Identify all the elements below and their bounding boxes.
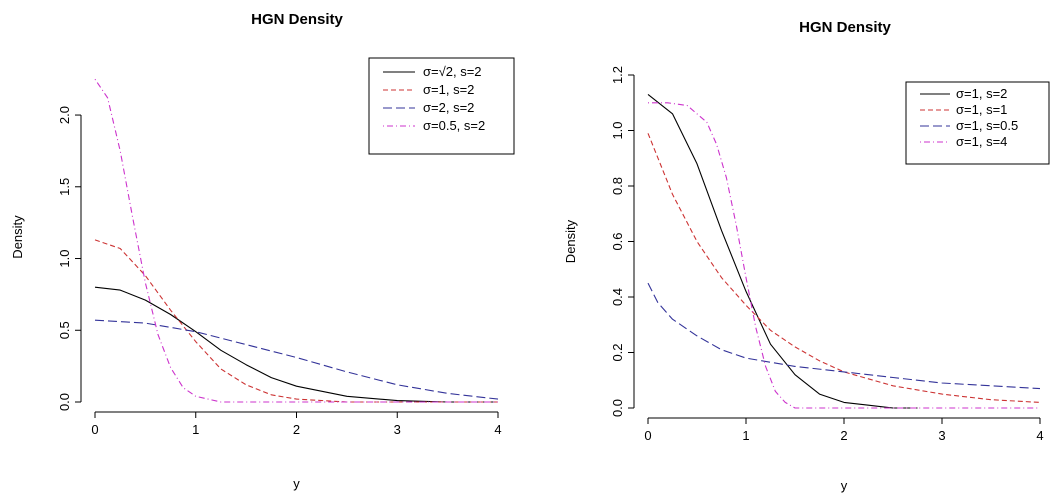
legend-entry: σ=0.5, s=2	[423, 118, 485, 133]
legend-entry: σ=1, s=1	[956, 102, 1007, 117]
legend-entry: σ=1, s=0.5	[956, 118, 1018, 133]
legend-entry: σ=2, s=2	[423, 100, 474, 115]
x-tick-label: 0	[91, 422, 98, 437]
series-line-3	[94, 319, 499, 400]
y-tick-label: 2.0	[57, 106, 72, 124]
x-tick-label: 2	[293, 422, 300, 437]
y-tick-label: 0.2	[610, 343, 625, 361]
y-tick-label: 1.0	[57, 249, 72, 267]
x-tick-label: 1	[742, 428, 749, 443]
legend-entry: σ=1, s=2	[423, 82, 474, 97]
y-tick-label: 0.4	[610, 288, 625, 306]
chart-panel-2: HGN Density 0 1 2 3 4 0.0 0.2 0.4 0.6 0.8 1.0 1.2 y De…	[563, 19, 1050, 493]
y-tick-label: 1.2	[610, 66, 625, 84]
chart-title: HGN Density	[799, 19, 891, 36]
series-line-4	[648, 102, 1040, 409]
series-line-1	[647, 93, 918, 409]
y-tick-label: 0.6	[610, 232, 625, 250]
x-axis-label: y	[293, 476, 300, 491]
x-tick-label: 1	[192, 422, 199, 437]
y-axis-label: Density	[10, 215, 25, 259]
series-line-2	[94, 239, 498, 403]
x-tick-label: 3	[394, 422, 401, 437]
y-tick-label: 1.0	[610, 121, 625, 139]
chart-panel-1: HGN Density 0 1 2 3 4 0.0 0.5 1.0 1.5 2.0 y Density σ…	[10, 11, 515, 491]
x-tick-label: 3	[938, 428, 945, 443]
y-tick-label: 0.0	[610, 399, 625, 417]
legend-entry: σ=1, s=2	[956, 86, 1007, 101]
series-line-3	[647, 282, 1041, 390]
legend-entry: σ=1, s=4	[956, 134, 1007, 149]
series-line-2	[647, 133, 1041, 403]
series-line-4	[94, 78, 498, 403]
legend-box	[368, 57, 515, 155]
legend-entry: σ=√2, s=2	[423, 64, 482, 79]
y-tick-label: 1.5	[57, 178, 72, 196]
x-axis-label: y	[841, 478, 848, 493]
chart-title: HGN Density	[251, 11, 343, 28]
x-tick-label: 0	[644, 428, 651, 443]
y-axis-label: Density	[563, 219, 578, 263]
legend-box	[905, 81, 1050, 165]
x-tick-label: 4	[494, 422, 501, 437]
x-tick-label: 2	[840, 428, 847, 443]
y-tick-label: 0.5	[57, 321, 72, 339]
x-tick-label: 4	[1036, 428, 1043, 443]
y-tick-label: 0.0	[57, 393, 72, 411]
y-tick-label: 0.8	[610, 177, 625, 195]
series-line-1	[94, 286, 498, 403]
